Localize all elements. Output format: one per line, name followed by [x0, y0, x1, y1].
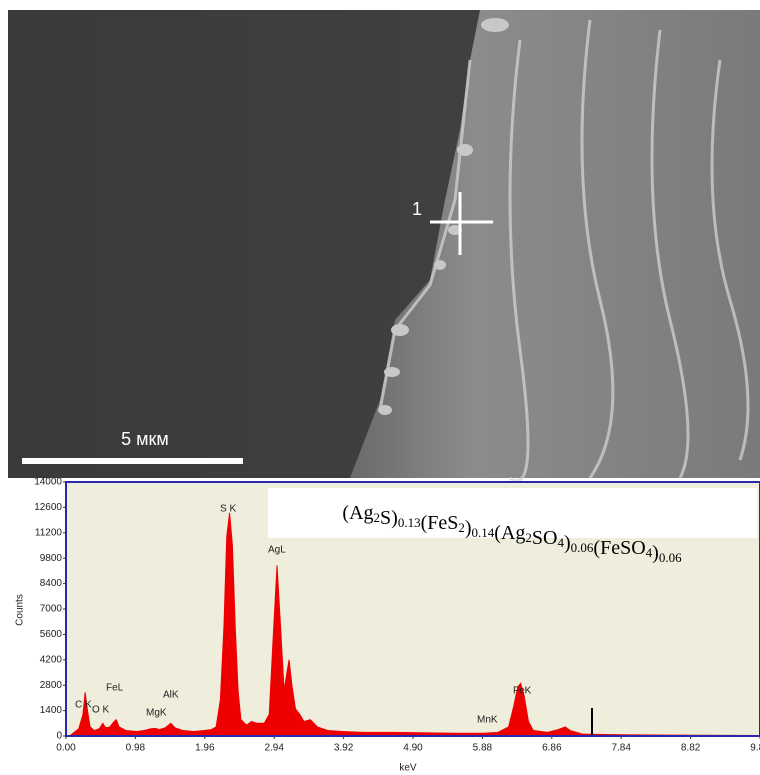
formula-subscript: 0.13: [398, 515, 421, 530]
peak-label: AgL: [268, 545, 286, 556]
y-tick-label: 9800: [40, 553, 63, 564]
peak-label: FeK: [513, 686, 532, 697]
plot-frame: [65, 481, 760, 737]
y-axis-label: Counts: [15, 594, 26, 626]
x-tick-label: 2.94: [264, 743, 284, 754]
x-tick-label: 4.90: [403, 743, 423, 754]
formula-text: (Ag: [494, 522, 525, 544]
y-tick-label: 12600: [34, 502, 62, 513]
formula-text: S): [380, 507, 398, 529]
spectrum: 0 1400 2800 4200 5600 7000 8400 9800 11200 12600 1…: [34, 477, 760, 754]
x-axis-label: keV: [399, 763, 417, 774]
sem-image: 1 5 мкм: [8, 10, 760, 483]
formula-subscript: 2: [525, 530, 532, 545]
y-tick-label: 5600: [40, 629, 63, 640]
x-tick-label: 6.86: [542, 743, 562, 754]
y-tick-label: 14000: [34, 477, 62, 488]
x-tick-label: 9.80: [750, 743, 760, 754]
x-tick-label: 3.92: [334, 743, 354, 754]
formula-text: (Ag: [342, 502, 373, 524]
sem-fracture: [350, 10, 760, 478]
y-tick-label: 8400: [40, 578, 63, 589]
formula-subscript: 2: [458, 520, 465, 535]
peak-label: AlK: [163, 690, 179, 701]
y-tick-label: 1400: [40, 705, 63, 716]
crosshair: [430, 192, 493, 255]
peak-label: O K: [92, 705, 110, 716]
x-tick-label: 7.84: [611, 743, 631, 754]
formula-text: SO: [532, 527, 558, 549]
x-tick-label: 5.88: [473, 743, 493, 754]
peak-label: MnK: [477, 715, 498, 726]
spectrum-area: [68, 512, 760, 737]
peak-label: S K: [220, 504, 236, 515]
marker-label: 1: [412, 199, 422, 219]
formula: (Ag2S)0.13(FeS2)0.14(Ag2SO4)0.06(FeSO4)0…: [342, 502, 682, 565]
y-tick-label: 7000: [40, 604, 63, 615]
peak-label: MgK: [146, 708, 167, 719]
formula-text: ): [564, 532, 571, 554]
formula-subscript: 0.06: [659, 550, 682, 565]
y-tick-label: 2800: [40, 680, 63, 691]
formula-subscript: 2: [374, 510, 381, 525]
formula-box: [268, 488, 757, 538]
formula-text: ): [465, 517, 472, 539]
y-tick-label: 0: [56, 731, 62, 742]
y-tick-label: 11200: [35, 527, 63, 538]
formula-subscript: 4: [557, 535, 564, 550]
formula-text: ): [652, 542, 659, 564]
scale-label: 5 мкм: [121, 429, 169, 449]
formula-subscript: 0.14: [472, 525, 495, 540]
x-tick-label: 8.82: [681, 743, 701, 754]
x-tick-label: 1.96: [195, 743, 215, 754]
peak-label: FeL: [106, 683, 124, 694]
peak-label: C K: [75, 700, 92, 711]
formula-text: (FeSO: [593, 537, 645, 559]
y-tick-label: 4200: [40, 654, 63, 665]
formula-subscript: 0.06: [571, 540, 594, 555]
scale-bar: [22, 458, 243, 464]
x-tick-label: 0.00: [56, 743, 76, 754]
formula-subscript: 4: [646, 545, 653, 560]
x-tick-label: 0.98: [126, 743, 146, 754]
formula-text: (FeS: [421, 512, 459, 534]
